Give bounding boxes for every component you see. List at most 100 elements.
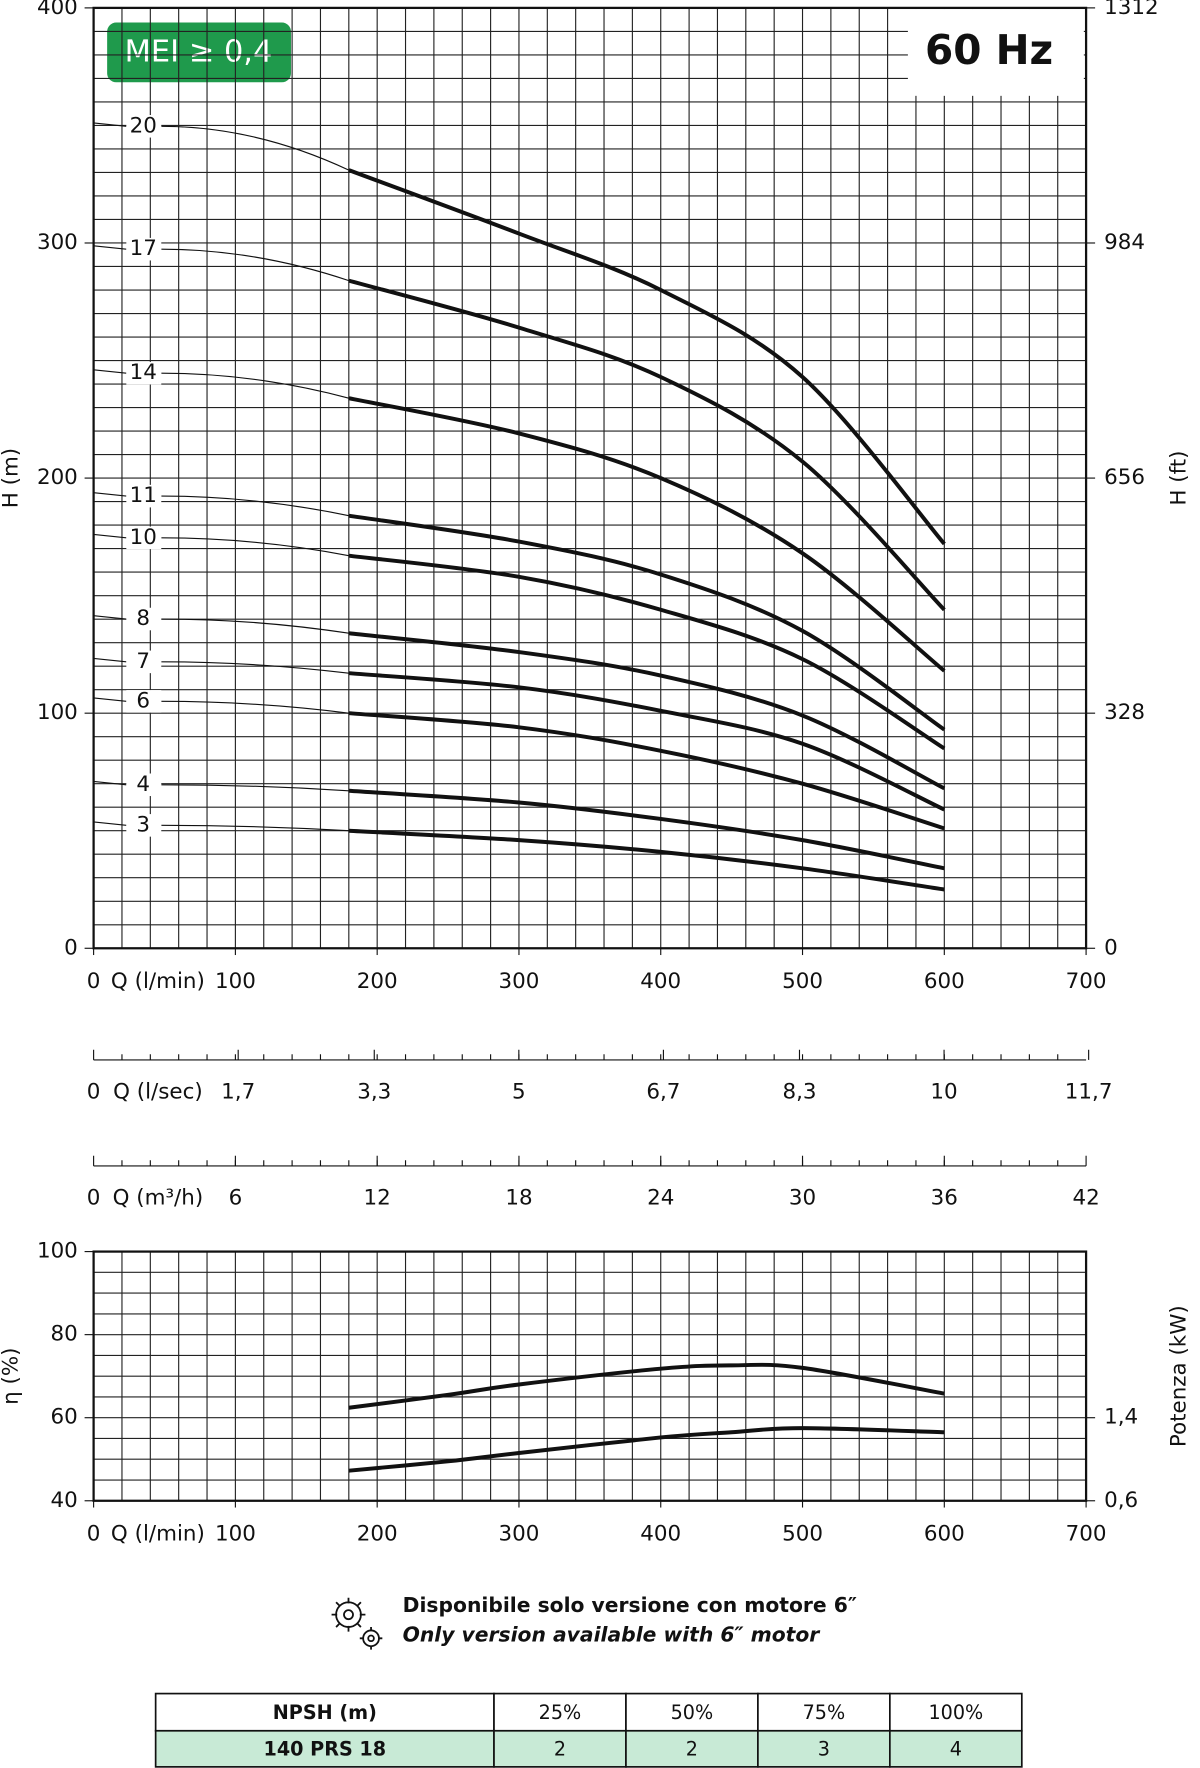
plot-frame xyxy=(92,1250,1088,1502)
leader-line xyxy=(93,533,349,557)
y-tick-label: 0 xyxy=(64,935,78,960)
table-cell xyxy=(625,1729,759,1768)
y-tick-label: 40 xyxy=(51,1488,78,1513)
table-text: 75% xyxy=(803,1701,846,1724)
series-label: 6 xyxy=(136,688,150,713)
x-tick-label: 700 xyxy=(1066,969,1107,994)
y2-tick-label: 984 xyxy=(1104,230,1145,255)
x-tick-label: 10 xyxy=(930,1080,957,1105)
leader-line xyxy=(93,780,349,792)
x-axis-label: Q (l/min) xyxy=(111,1522,205,1547)
series-label-bg xyxy=(126,526,162,550)
curve xyxy=(348,631,946,791)
x-tick-label: 100 xyxy=(215,969,256,994)
table-text: 50% xyxy=(671,1701,714,1724)
table-text: 2 xyxy=(686,1737,698,1760)
note-line: Disponibile solo versione con motore 6″ xyxy=(403,1593,857,1617)
curve xyxy=(348,168,946,546)
x-tick-label: 3,3 xyxy=(357,1080,391,1105)
x-tick-label: 0 xyxy=(87,1186,101,1211)
y-tick-label: 100 xyxy=(37,700,78,725)
table-text: 2 xyxy=(554,1737,566,1760)
table-cell xyxy=(757,1729,891,1768)
series-label: 10 xyxy=(130,525,157,550)
x-tick-label: 600 xyxy=(924,969,965,994)
curve xyxy=(348,278,946,612)
badge: MEI ≥ 0,4 xyxy=(125,34,273,69)
x-tick-label: 8,3 xyxy=(782,1080,816,1105)
leader-line xyxy=(93,697,349,714)
x-tick-label: 24 xyxy=(647,1186,674,1211)
gear-icon xyxy=(331,1597,383,1650)
series-label-bg xyxy=(126,690,162,713)
x-tick-label: 200 xyxy=(357,969,398,994)
x-tick-label: 600 xyxy=(924,1522,965,1547)
series-label-bg xyxy=(126,814,162,837)
note-line: Only version available with 6″ motor xyxy=(403,1623,822,1647)
x-tick-label: 12 xyxy=(364,1186,391,1211)
y-tick-label: 400 xyxy=(37,0,78,20)
npsh-table: NPSH (m) 25% 50% 75% 100% 140 PRS 18 2 2 3 4 xyxy=(154,1692,1023,1768)
x-tick-label: 11,7 xyxy=(1065,1080,1113,1105)
series-label-bg xyxy=(126,650,162,674)
table-cell xyxy=(154,1729,495,1768)
leader-line xyxy=(93,245,349,282)
x-tick-label: 36 xyxy=(931,1186,958,1211)
y2-axis-label: Potenza (kW) xyxy=(1167,1305,1192,1447)
series-label: 3 xyxy=(136,812,150,837)
series-label-bg xyxy=(126,607,162,631)
x-tick-label: 30 xyxy=(789,1186,816,1211)
x-axis-label: Q (m³/h) xyxy=(113,1186,204,1211)
series-label-bg xyxy=(126,237,162,261)
x-tick-label: 6,7 xyxy=(646,1080,680,1105)
table-text: 4 xyxy=(950,1737,962,1760)
x-tick-label: 42 xyxy=(1072,1186,1099,1211)
y-tick-label: 200 xyxy=(37,465,78,490)
series-label-bg xyxy=(126,361,162,385)
curve xyxy=(348,553,946,751)
leader-line xyxy=(93,122,350,171)
table-text: NPSH (m) xyxy=(273,1701,377,1724)
y2-tick-label: 1312 xyxy=(1104,0,1158,20)
y2-tick-label: 0 xyxy=(1104,935,1118,960)
y-tick-label: 80 xyxy=(51,1322,78,1347)
x-tick-label: 400 xyxy=(640,969,681,994)
badge-box xyxy=(107,22,291,83)
curve xyxy=(348,1362,945,1410)
x-tick-label: 300 xyxy=(499,969,540,994)
x-tick-label: 6 xyxy=(229,1186,243,1211)
table-text: 25% xyxy=(539,1701,582,1724)
series-label-bg xyxy=(126,773,162,797)
curve xyxy=(348,711,945,831)
curve xyxy=(348,788,945,871)
leader-line xyxy=(93,821,349,832)
note: Disponibile solo versione con motore 6″ … xyxy=(331,1593,857,1650)
y2-tick-label: 328 xyxy=(1104,700,1145,725)
y-tick-label: 100 xyxy=(37,1239,78,1264)
x-axis-label: Q (l/sec) xyxy=(113,1080,203,1105)
table-text: 3 xyxy=(818,1737,830,1760)
table-cell xyxy=(889,1729,1023,1768)
series-label: 14 xyxy=(130,360,157,385)
x-tick-label: 300 xyxy=(499,1522,540,1547)
leader-line xyxy=(93,369,349,399)
table-cell xyxy=(493,1729,627,1768)
y2-tick-label: 656 xyxy=(1104,465,1145,490)
frequency-box xyxy=(907,9,1084,96)
series-label: 7 xyxy=(136,649,150,674)
y-tick-label: 300 xyxy=(37,230,78,255)
y2-axis-label: H (ft) xyxy=(1167,450,1192,505)
x-tick-label: 0 xyxy=(87,1080,101,1105)
x-tick-label: 200 xyxy=(357,1522,398,1547)
series-label: 17 xyxy=(130,236,157,261)
x-tick-label: 0 xyxy=(87,1522,101,1547)
x-tick-label: 5 xyxy=(512,1080,526,1105)
x-tick-label: 700 xyxy=(1066,1522,1107,1547)
curve xyxy=(348,513,946,732)
y2-tick-label: 0,6 xyxy=(1104,1488,1138,1513)
x-tick-label: 500 xyxy=(782,1522,823,1547)
series-label-bg xyxy=(126,484,162,508)
leader-line xyxy=(93,615,349,634)
series-label: 8 xyxy=(136,606,150,631)
